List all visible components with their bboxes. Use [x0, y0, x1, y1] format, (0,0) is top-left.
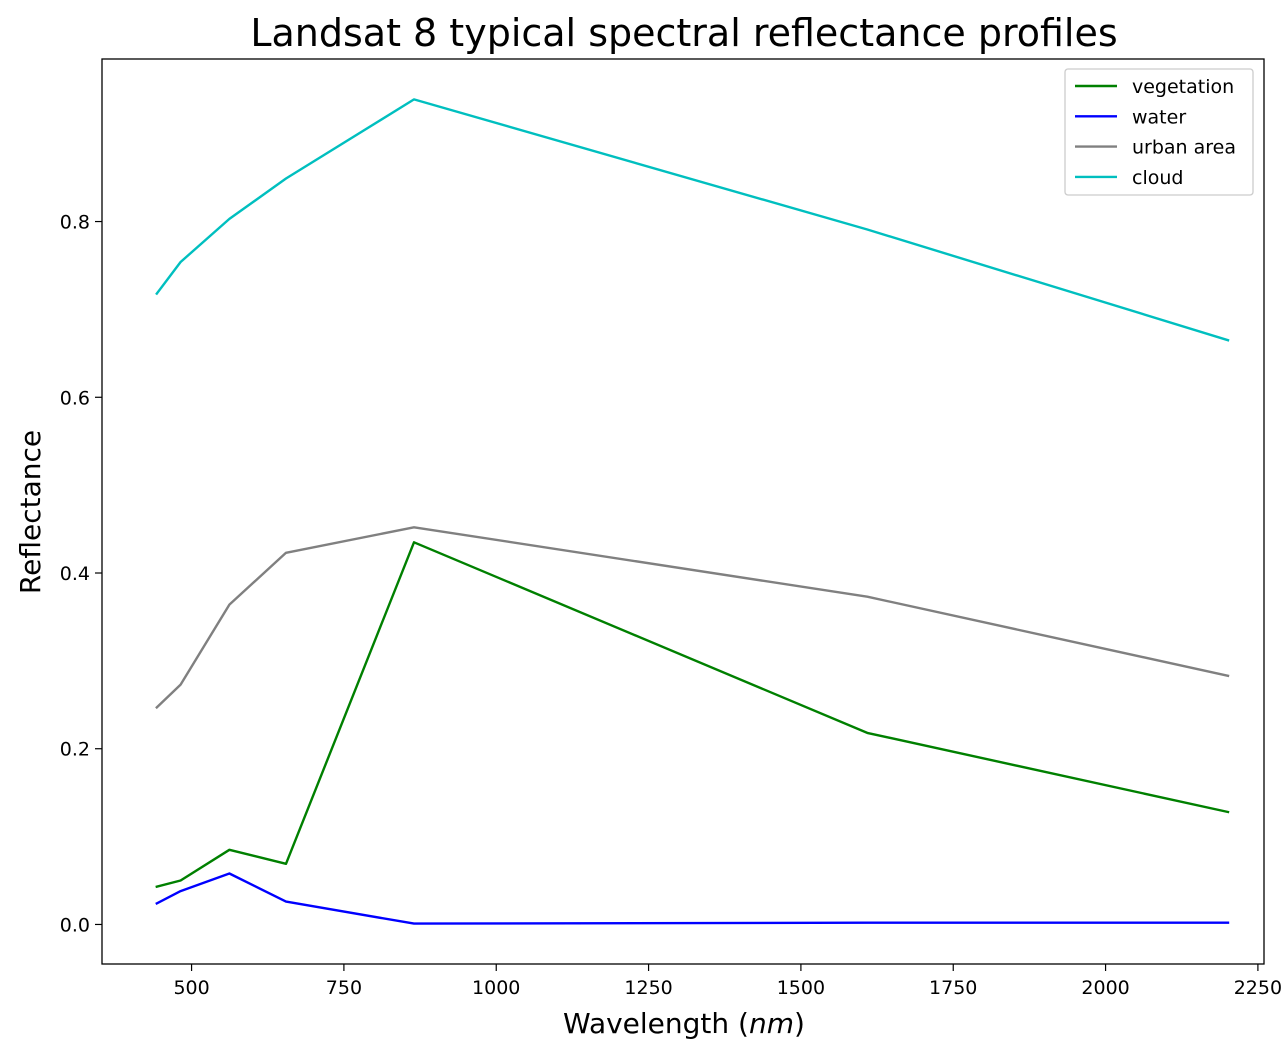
y-tick-label: 0.0 [60, 914, 90, 936]
legend-box [1064, 68, 1254, 196]
x-tick-label: 1250 [624, 977, 672, 999]
y-tick-label: 0.6 [60, 387, 90, 409]
x-tick-label: 500 [173, 977, 209, 999]
x-tick-label: 1750 [929, 977, 977, 999]
x-axis-unit: nm [749, 1007, 794, 1040]
y-tick-label: 0.4 [60, 563, 90, 585]
plot-area-frame [101, 58, 1265, 965]
series-line-cloud [155, 98, 1230, 342]
y-tick-label: 0.8 [60, 212, 90, 234]
legend-label: cloud [1132, 167, 1183, 189]
series-lines [155, 98, 1230, 925]
x-tick-label: 1500 [777, 977, 825, 999]
x-tick-label: 750 [326, 977, 362, 999]
legend: vegetation water urban area cloud [1064, 68, 1254, 196]
x-axis-label-text: Wavelength [563, 1007, 729, 1040]
x-tick-label: 2250 [1234, 977, 1282, 999]
series-line-urban-area [155, 526, 1230, 710]
x-axis-label: Wavelength (nm) [563, 1007, 805, 1040]
legend-label: water [1132, 106, 1186, 128]
x-tick-label: 1000 [472, 977, 520, 999]
series-line-vegetation [155, 541, 1230, 889]
y-axis-label: Reflectance [14, 430, 47, 594]
legend-label: urban area [1132, 137, 1236, 159]
y-tick-label: 0.2 [60, 739, 90, 761]
chart-title: Landsat 8 typical spectral reflectance p… [250, 11, 1117, 55]
x-tick-label: 2000 [1081, 977, 1129, 999]
x-axis: 500 750 1000 1250 1500 1750 2000 2250 [173, 964, 1282, 999]
series-line-water [155, 872, 1230, 925]
y-axis: 0.0 0.2 0.4 0.6 0.8 [60, 212, 102, 936]
legend-label: vegetation [1132, 76, 1234, 98]
